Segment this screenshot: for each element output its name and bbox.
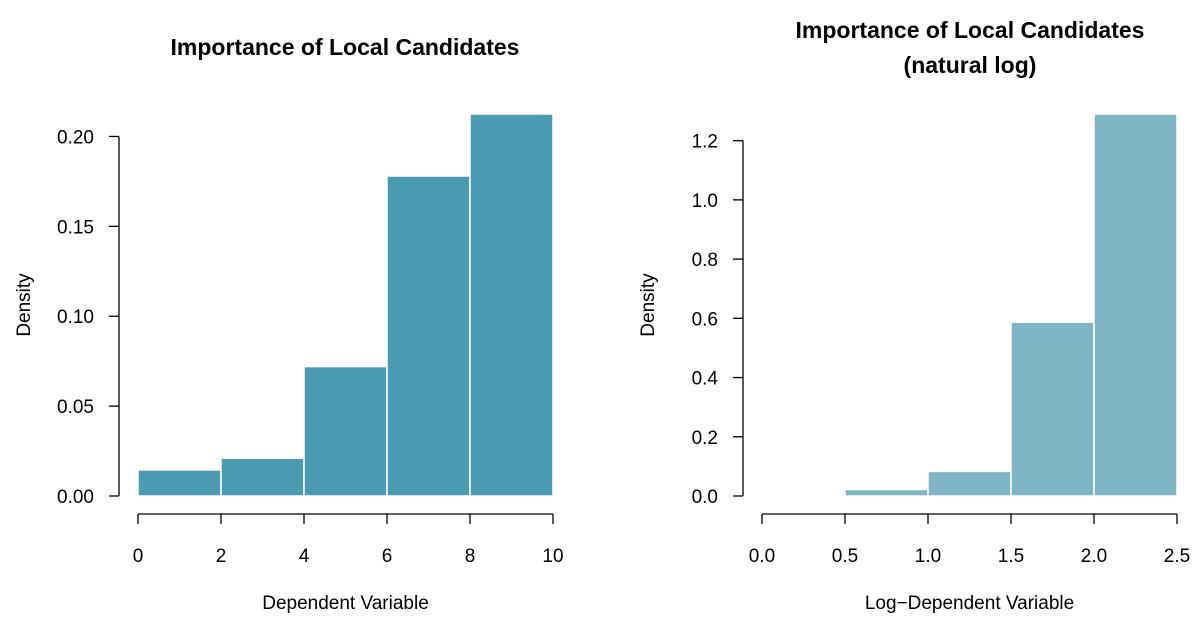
y-tick-label: 0.6 [692, 309, 718, 330]
histogram-bar [1093, 113, 1178, 497]
y-tick-label: 1.2 [692, 132, 718, 153]
x-tick-label: 1.5 [998, 546, 1024, 567]
y-tick-label: 0.05 [57, 397, 94, 418]
y-axis-label: Density [638, 273, 659, 337]
y-tick-label: 0.4 [692, 369, 719, 390]
chart-title-line: (natural log) [904, 52, 1037, 78]
x-tick-label: 0.0 [749, 546, 775, 567]
y-tick-label: 0.8 [692, 250, 718, 271]
histogram-bar [303, 365, 388, 497]
x-tick-label: 2 [216, 546, 227, 567]
histogram-panel-log: Importance of Local Candidates (natural l… [638, 17, 1190, 614]
x-tick-label: 0 [133, 546, 144, 567]
y-tick-label: 0.0 [692, 487, 718, 508]
x-axis-label: Log−Dependent Variable [865, 593, 1074, 614]
histogram-panel-raw: Importance of Local Candidates 0 2 4 6 8 10 Dep… [14, 34, 564, 614]
x-tick-label: 2.0 [1081, 546, 1107, 567]
histogram-bar [844, 488, 929, 497]
x-axis-label: Dependent Variable [262, 593, 429, 614]
y-tick-label: 1.0 [692, 191, 718, 212]
histogram-bar [469, 113, 554, 497]
y-tick-label: 0.2 [692, 428, 718, 449]
y-tick-label: 0.00 [57, 487, 94, 508]
y-tick-label: 0.10 [57, 307, 94, 328]
x-tick-label: 1.0 [915, 546, 941, 567]
histogram-bar [927, 470, 1012, 497]
chart-title-line: Importance of Local Candidates [796, 17, 1145, 43]
histogram-bar [386, 175, 471, 497]
y-axis-label: Density [14, 273, 35, 337]
histogram-bar [761, 493, 846, 497]
y-tick-label: 0.15 [57, 217, 94, 238]
x-tick-label: 6 [382, 546, 393, 567]
x-tick-label: 0.5 [832, 546, 858, 567]
histogram-bar [137, 469, 222, 497]
x-tick-label: 4 [299, 546, 310, 567]
chart-title-line: Importance of Local Candidates [171, 34, 520, 60]
histogram-bar [1010, 321, 1095, 497]
y-tick-label: 0.20 [57, 127, 94, 148]
x-tick-label: 8 [465, 546, 476, 567]
x-tick-label: 2.5 [1164, 546, 1190, 567]
histogram-bar [220, 457, 305, 497]
x-tick-label: 10 [542, 546, 563, 567]
